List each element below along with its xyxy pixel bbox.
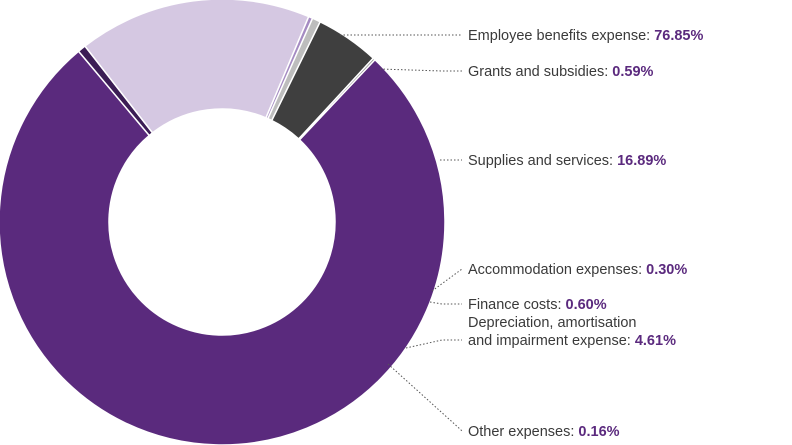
value-label: 16.89% [617,153,666,169]
label-text: and impairment expense: [468,333,635,349]
value-label: 4.61% [635,333,676,349]
leader-other-expenses [387,363,463,432]
label-text: Supplies and services: [468,153,617,169]
value-label: 0.30% [646,262,687,278]
label-text: Grants and subsidies: [468,64,612,80]
leader-grants-and-subsidies [379,68,462,72]
slice-other-expenses [297,57,376,141]
label-text: Depreciation, amortisation [468,315,636,331]
slice-employee-benefits-expense [0,50,446,445]
value-label: 0.16% [578,424,619,440]
label-depreciation-amortisation-and-impairment-expense: Depreciation, amortisation and impairment… [468,315,676,349]
leader-depreciation-amortisation-and-impairment-expense [405,339,462,349]
slice-supplies-and-services [83,0,310,134]
label-text: Finance costs: [468,297,566,313]
donut-slices [0,0,446,445]
leader-accommodation-expenses [431,268,463,292]
label-other-expenses: Other expenses: 0.16% [468,424,620,440]
label-grants-and-subsidies: Grants and subsidies: 0.59% [468,64,654,80]
label-text: Employee benefits expense: [468,28,654,44]
value-label: 76.85% [654,28,703,44]
label-employee-benefits-expense: Employee benefits expense: 76.85% [468,28,703,44]
label-text: Other expenses: [468,424,578,440]
label-accommodation-expenses: Accommodation expenses: 0.30% [468,262,687,278]
leader-finance-costs [429,301,462,305]
label-finance-costs: Finance costs: 0.60% [468,297,607,313]
value-label: 0.59% [612,64,653,80]
value-label: 0.60% [566,297,607,313]
label-supplies-and-services: Supplies and services: 16.89% [468,153,666,169]
label-text: Accommodation expenses: [468,262,646,278]
slice-labels: Employee benefits expense: 76.85% Grants … [468,28,703,440]
leader-lines [340,34,463,432]
